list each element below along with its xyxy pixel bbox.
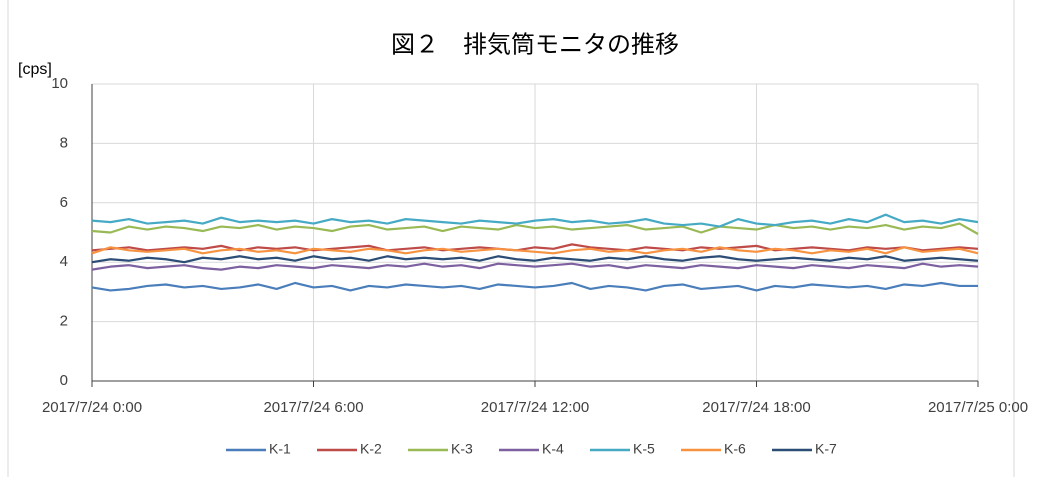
legend-label: K-2 [360,441,382,457]
series-line [91,255,979,264]
series-line [91,246,979,255]
x-tick-label: 2017/7/24 18:00 [702,399,810,416]
y-axis-label: [cps] [18,61,52,78]
y-tick-label: 8 [60,134,68,151]
x-tick-label: 2017/7/24 12:00 [481,399,589,416]
legend-label: K-6 [724,441,746,457]
series-line [91,281,978,292]
series-line [91,243,979,252]
series-line [91,213,979,228]
y-tick-label: 2 [60,313,68,330]
x-tick-label: 2017/7/24 6:00 [263,399,363,416]
y-tick-label: 6 [60,194,68,211]
legend-label: K-7 [815,441,837,457]
legend-label: K-5 [633,441,655,457]
y-tick-label: 0 [60,372,68,389]
chart-frame [7,0,1015,477]
series-line [91,222,979,235]
legend-label: K-1 [269,441,291,457]
x-tick-label: 2017/7/24 0:00 [42,399,142,416]
chart-title: 図２ 排気筒モニタの推移 [391,31,679,59]
y-tick-label: 4 [60,253,68,270]
series-line [91,262,979,271]
legend-label: K-4 [542,441,564,457]
legend-label: K-3 [451,441,473,457]
x-tick-label: 2017/7/25 0:00 [928,399,1028,416]
y-tick-label: 10 [51,75,68,92]
